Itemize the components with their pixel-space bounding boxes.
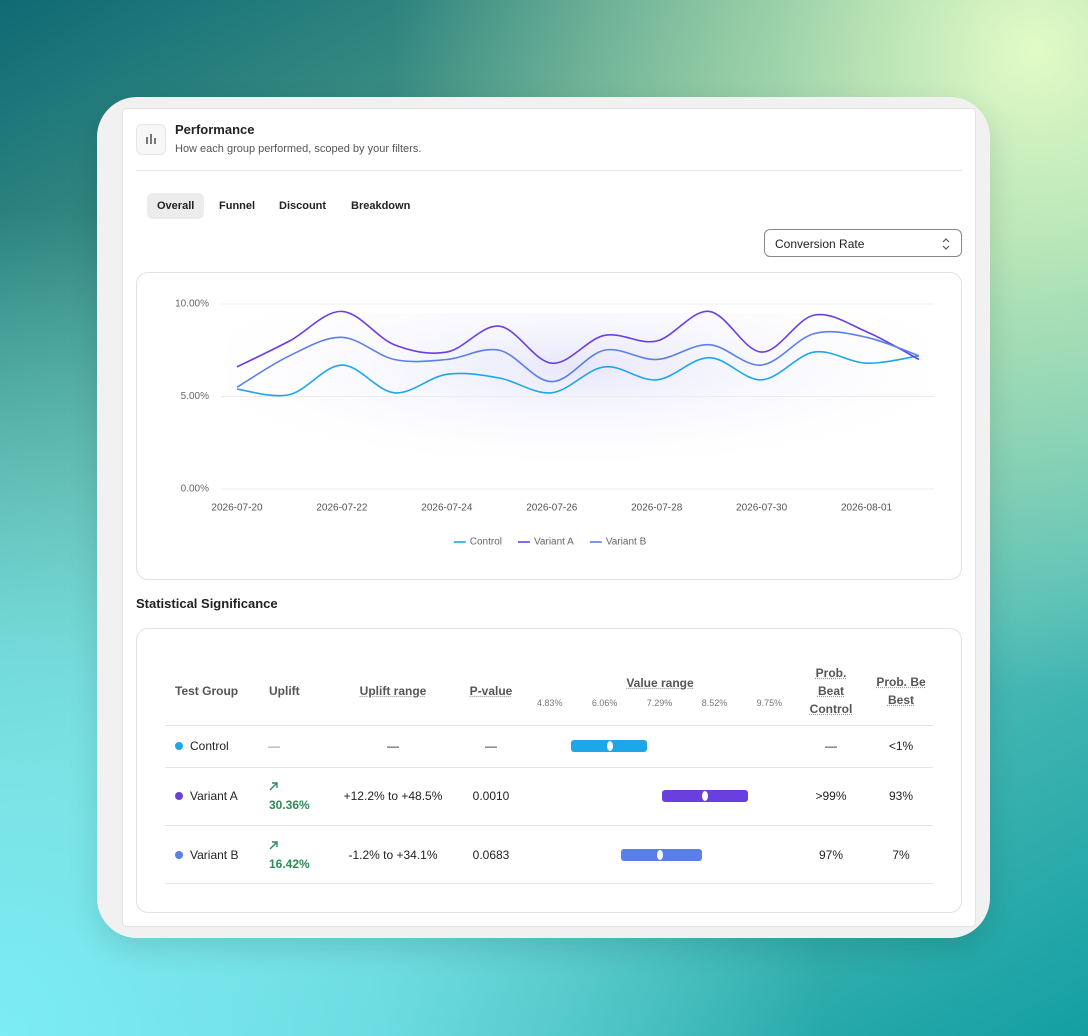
line (236, 310, 920, 368)
uplift-arrow (269, 841, 278, 850)
icon (146, 134, 156, 144)
chart-card: 0.00% 5.00% 10.00% 2026-07-20 2026-07-22 2026… (136, 272, 962, 580)
value-range-tick: 9.75% (756, 698, 783, 708)
range-mean (606, 741, 613, 751)
group-dot (175, 742, 183, 750)
x-tick-label: 2026-07-28 (631, 503, 683, 514)
uplift-arrow (269, 782, 278, 791)
line (236, 350, 920, 397)
column-header: Prob. Beat Control (809, 666, 853, 716)
column-header: Uplift (269, 684, 300, 698)
y-tick-label: 10.00% (175, 299, 209, 310)
row-divider (165, 725, 933, 726)
x-tick-label: 2026-07-24 (421, 503, 473, 514)
uplift: — (268, 739, 280, 753)
x-tick-label: 2026-07-20 (211, 503, 263, 514)
select-value: Conversion Rate (775, 237, 865, 251)
legend-label: Variant B (606, 537, 647, 548)
x-tick-label: 2026-07-22 (316, 503, 368, 514)
area-glow (227, 313, 927, 493)
uplift: 30.36% (269, 798, 310, 812)
x-tick-label: 2026-07-26 (526, 503, 578, 514)
group-name: Variant A (190, 789, 238, 803)
line (236, 330, 920, 388)
column-header: P-value (469, 684, 513, 698)
y-tick-label: 5.00% (181, 391, 209, 402)
metric-select[interactable]: Conversion Rate (764, 229, 962, 257)
group-name: Variant B (190, 848, 239, 862)
tab[interactable]: Funnel (219, 200, 256, 212)
p-value: 0.0010 (472, 789, 510, 803)
legend-label: Control (470, 537, 502, 548)
uplift-range: +12.2% to +48.5% (343, 789, 443, 803)
arrow-path (269, 782, 278, 791)
column-header: Prob. Be Best (876, 675, 926, 707)
prob-beat-control: 97% (818, 848, 844, 862)
y-tick-label: 0.00% (181, 484, 209, 495)
value-range-tick: 4.83% (536, 698, 563, 708)
group-dot (175, 792, 183, 800)
row-divider (165, 767, 933, 768)
tab[interactable]: Breakdown (351, 200, 411, 212)
tab[interactable]: Discount (279, 200, 327, 212)
prob-best: 7% (892, 848, 910, 862)
uplift-range: -1.2% to +34.1% (348, 848, 438, 862)
x-tick-label: 2026-07-30 (736, 503, 788, 514)
header-title: Performance (175, 122, 255, 137)
select-chevron (942, 238, 950, 250)
p-value: — (485, 739, 497, 753)
legend-label: Variant A (534, 537, 574, 548)
header-subtitle: How each group performed, scoped by your… (175, 143, 422, 155)
tab[interactable]: Overall (147, 193, 205, 219)
group-name: Control (190, 739, 229, 753)
arrow-path (269, 841, 278, 850)
prob-beat-control: >99% (815, 789, 847, 803)
column-header: Uplift range (359, 684, 427, 698)
group-dot (175, 851, 183, 859)
chart: 0.00% 5.00% 10.00% 2026-07-20 2026-07-22 2026… (175, 299, 934, 548)
prob-beat-control: — (825, 739, 837, 753)
prob-best: <1% (888, 739, 914, 753)
row-divider (165, 825, 933, 826)
table-card (136, 628, 962, 913)
uplift-range: — (387, 739, 399, 753)
prob-best: 93% (888, 789, 914, 803)
row-divider (165, 883, 933, 884)
column-header: Value range (626, 676, 694, 690)
range-mean (702, 791, 709, 801)
column-header: Test Group (175, 684, 239, 698)
uplift: 16.42% (269, 857, 310, 871)
legend: Control Variant A Variant B (453, 537, 647, 548)
x-tick-label: 2026-08-01 (841, 503, 893, 514)
divider (136, 170, 962, 171)
range-mean (657, 850, 664, 860)
p-value: 0.0683 (472, 848, 510, 862)
section-title: Statistical Significance (136, 596, 278, 611)
value-range-tick: 6.06% (591, 698, 618, 708)
value-range-tick: 7.29% (646, 698, 673, 708)
header-icon (136, 124, 166, 155)
value-range-tick: 8.52% (701, 698, 728, 708)
